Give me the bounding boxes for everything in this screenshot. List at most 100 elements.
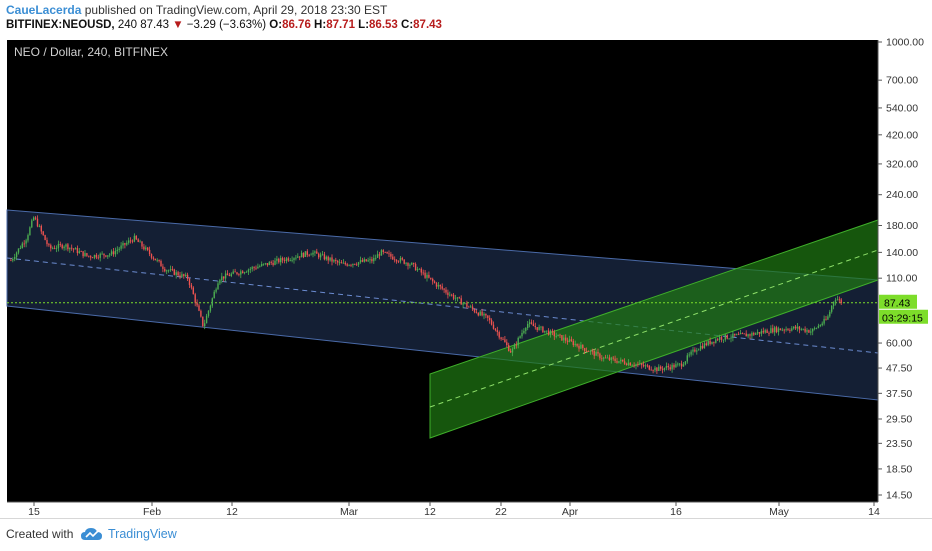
y-tick-label-11: 47.50 — [886, 363, 912, 375]
candle-body-343 — [661, 368, 664, 370]
candle-body-146 — [287, 258, 289, 261]
candle-body-249 — [483, 313, 485, 316]
candle-body-378 — [728, 338, 730, 340]
candle-body-299 — [578, 345, 580, 349]
candle-body-301 — [582, 344, 584, 349]
footer-bar: Created with TradingView — [0, 518, 932, 551]
candle-body-385 — [741, 333, 744, 334]
candle-body-254 — [492, 324, 495, 329]
candle-body-296 — [572, 341, 574, 346]
candle-body-190 — [371, 259, 373, 262]
candle-body-127 — [251, 267, 253, 269]
candle-body-366 — [705, 343, 707, 346]
candle-body-311 — [601, 358, 603, 360]
candle-body-387 — [745, 333, 747, 337]
candle-body-434 — [834, 299, 837, 302]
candle-body-357 — [688, 354, 690, 356]
candle-body-305 — [589, 350, 592, 352]
candle-body-60 — [124, 243, 126, 245]
last-price-badge — [879, 294, 917, 309]
candle-body-313 — [604, 357, 607, 359]
y-tick-label-3: 420.00 — [886, 129, 918, 141]
candle-body-214 — [416, 269, 419, 271]
candle-body-229 — [445, 289, 447, 293]
candle-body-384 — [739, 333, 742, 335]
candle-body-246 — [477, 312, 479, 316]
candle-body-235 — [456, 297, 459, 299]
candle-body-277 — [536, 327, 538, 330]
candle-body-260 — [504, 339, 506, 343]
candle-body-128 — [253, 267, 255, 269]
candle-body-348 — [671, 364, 673, 370]
author-link[interactable]: CaueLacerda — [6, 3, 82, 17]
candle-body-331 — [639, 363, 641, 365]
candle-body-216 — [420, 268, 422, 273]
candle-body-192 — [375, 257, 377, 259]
candle-body-76 — [154, 258, 156, 261]
candle-body-209 — [407, 263, 409, 266]
candle-body-65 — [133, 235, 136, 242]
candle-body-133 — [262, 263, 265, 265]
candle-body-67 — [137, 239, 139, 243]
low-value: 86.53 — [369, 19, 398, 31]
candle-body-231 — [449, 294, 451, 296]
candle-body-6 — [21, 243, 23, 249]
candle-body-26 — [59, 244, 61, 245]
candle-body-262 — [508, 345, 510, 352]
candle-body-282 — [546, 330, 548, 332]
ohlc-line: BITFINEX:NEOUSD, 240 87.43 ▼ −3.29 (−3.6… — [6, 19, 442, 31]
candle-body-403 — [775, 327, 778, 333]
candle-body-191 — [373, 257, 375, 262]
candle-body-93 — [186, 274, 189, 279]
candle-body-98 — [196, 302, 198, 306]
y-tick-label-16: 14.50 — [886, 490, 912, 502]
candle-body-373 — [718, 337, 721, 340]
candle-body-325 — [627, 362, 630, 366]
candle-body-179 — [350, 264, 352, 266]
candle-body-236 — [458, 297, 460, 299]
y-tick-label-0: 1000.00 — [886, 37, 924, 49]
candle-body-48 — [101, 253, 103, 255]
candle-body-430 — [827, 316, 829, 320]
candle-body-80 — [162, 266, 164, 269]
y-tick-label-8: 110.00 — [886, 273, 917, 285]
candle-body-261 — [506, 342, 508, 346]
candle-body-183 — [357, 262, 360, 265]
candle-body-47 — [99, 253, 101, 258]
candle-body-402 — [774, 327, 776, 333]
candle-body-126 — [249, 268, 251, 270]
candle-body-241 — [468, 306, 470, 308]
candle-body-77 — [156, 259, 158, 261]
candle-body-53 — [110, 251, 113, 255]
candle-body-264 — [511, 349, 514, 353]
candle-body-97 — [194, 294, 196, 303]
change-value: −3.29 (−3.63%) — [186, 19, 267, 31]
candle-body-113 — [224, 273, 227, 279]
candle-body-14 — [36, 218, 39, 227]
candle-body-18 — [44, 235, 46, 241]
candle-body-175 — [342, 262, 345, 264]
candle-body-172 — [337, 260, 339, 263]
candle-body-411 — [791, 328, 793, 331]
chart-area[interactable]: NEO / Dollar, 240, BITFINEX 1000.00 700.0… — [0, 36, 932, 518]
candle-body-391 — [753, 332, 755, 335]
candle-body-102 — [204, 323, 206, 327]
time-scale[interactable] — [7, 502, 878, 518]
candle-body-418 — [804, 328, 806, 332]
candle-body-232 — [451, 294, 453, 296]
chart-canvas[interactable]: NEO / Dollar, 240, BITFINEX 1000.00 700.0… — [0, 36, 932, 518]
candle-body-139 — [274, 260, 276, 265]
price-scale[interactable] — [878, 40, 932, 502]
candle-body-12 — [33, 217, 35, 221]
y-tick-label-2: 540.00 — [886, 102, 918, 114]
candle-body-427 — [821, 323, 823, 326]
candle-body-196 — [382, 250, 384, 252]
chart-header: CaueLacerda published on TradingView.com… — [0, 0, 932, 36]
tradingview-brand[interactable]: TradingView — [108, 527, 177, 541]
tradingview-cloud-icon[interactable] — [80, 525, 104, 543]
candle-body-270 — [523, 330, 525, 333]
candle-body-110 — [219, 280, 221, 284]
candle-body-173 — [338, 262, 341, 264]
candle-body-11 — [31, 220, 33, 228]
candle-body-178 — [348, 264, 350, 266]
